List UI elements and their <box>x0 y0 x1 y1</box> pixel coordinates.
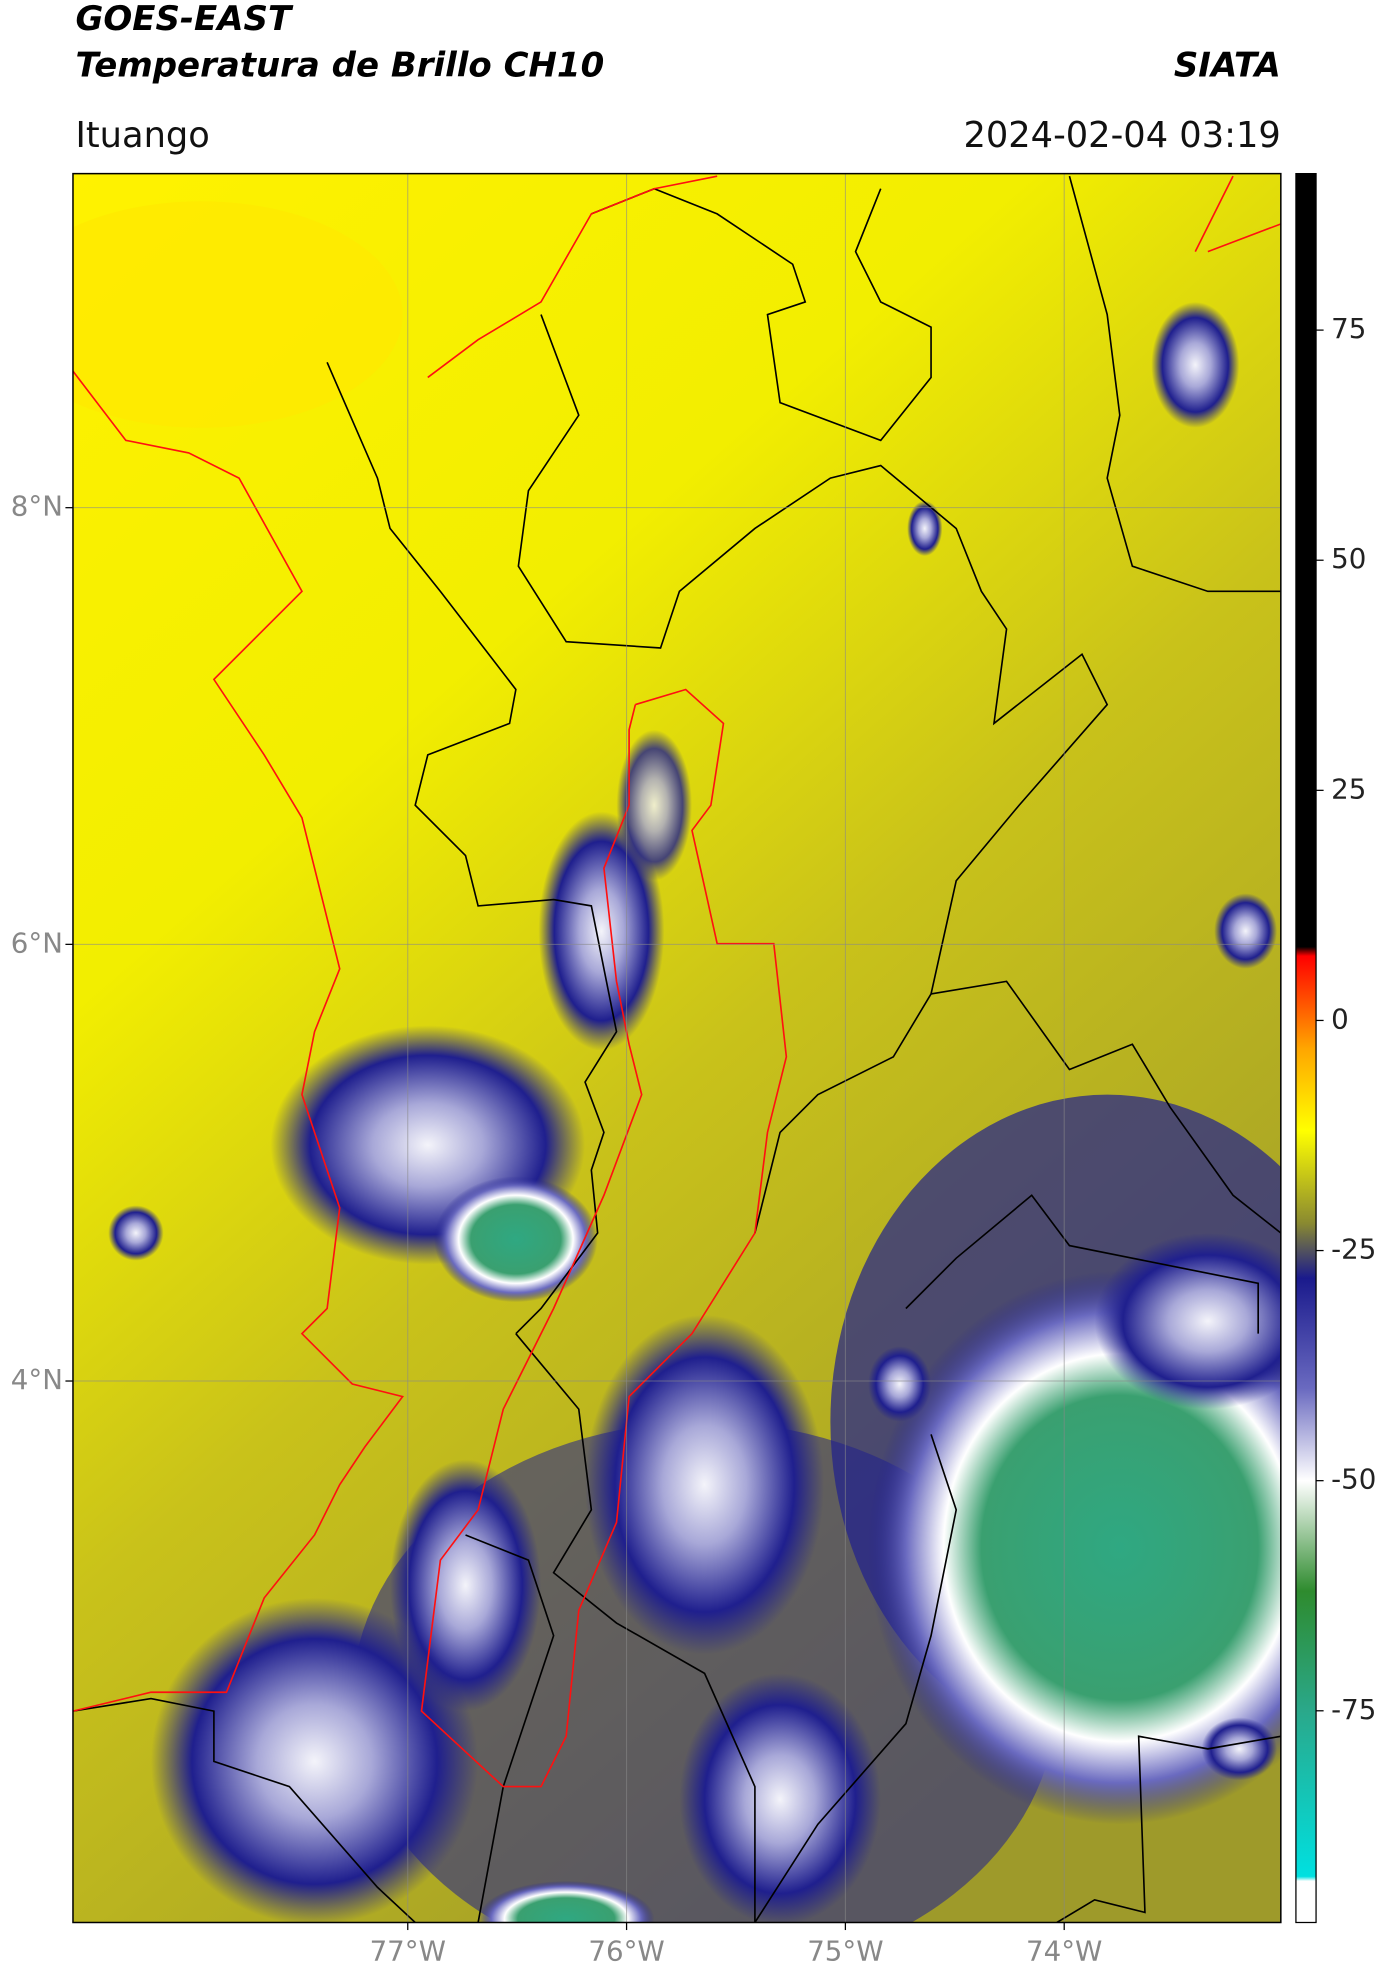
map-frame <box>72 172 1282 1924</box>
grid <box>72 173 1281 1923</box>
satellite-image <box>72 173 1281 1923</box>
x-tick-label: 77°W <box>370 1935 446 1968</box>
colorbar-tick-label: 75 <box>1331 312 1366 345</box>
colorbar-fill <box>1295 172 1317 1924</box>
timestamp: 2024-02-04 03:19 <box>963 115 1280 156</box>
colorbar: -75 -50 -25 0 25 50 75 <box>1295 172 1376 1924</box>
y-tick-label: 8°N <box>11 490 63 523</box>
source: SIATA <box>1174 46 1281 86</box>
subtitle: Temperatura de Brillo CH10 <box>75 46 604 86</box>
colorbar-tick-label: 0 <box>1331 1002 1349 1035</box>
colorbar-tick-label: 50 <box>1331 542 1366 575</box>
colorbar-tick-label: -75 <box>1331 1693 1376 1726</box>
colorbar-tick-label: 25 <box>1331 772 1366 805</box>
y-tick-label: 4°N <box>11 1363 63 1396</box>
location: Ituango <box>75 115 209 156</box>
colorbar-tick-label: -50 <box>1331 1463 1376 1496</box>
colorbar-tick-label: -25 <box>1331 1233 1376 1266</box>
x-tick-label: 76°W <box>588 1935 664 1968</box>
x-tick-label: 75°W <box>807 1935 883 1968</box>
title: GOES-EAST <box>75 0 293 39</box>
x-tick-label: 74°W <box>1026 1935 1102 1968</box>
y-tick-label: 6°N <box>11 926 63 959</box>
